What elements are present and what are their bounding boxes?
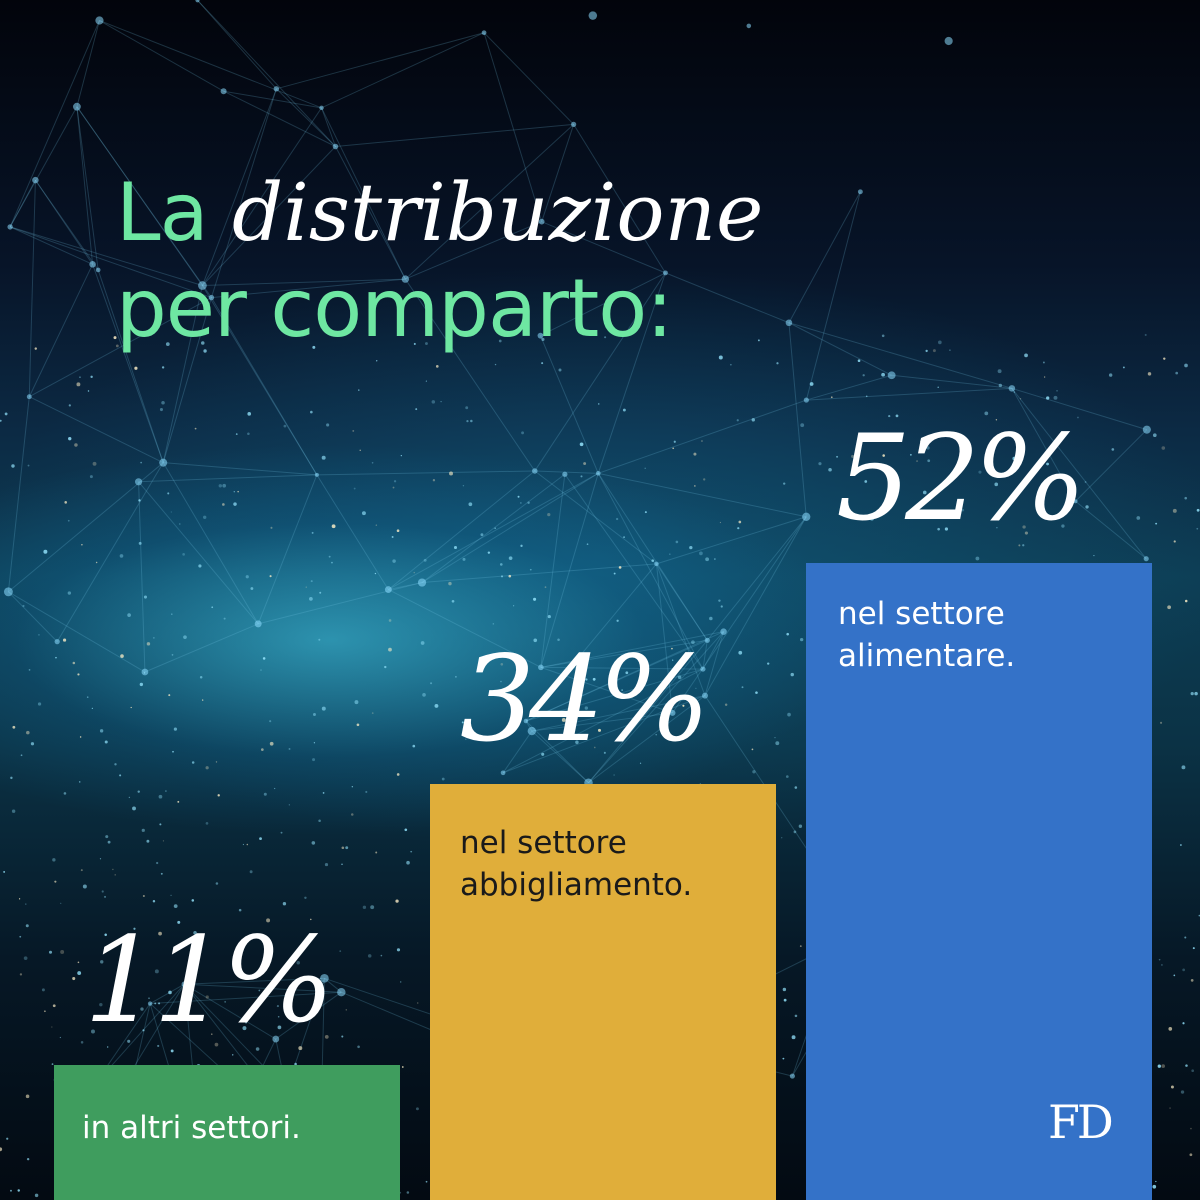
bar-value-label-1: 11%	[84, 911, 334, 1050]
bar-2	[430, 783, 776, 1200]
bar-description-line: in altri settori.	[82, 1110, 301, 1147]
bar-1	[54, 1065, 400, 1200]
fd-logo: FD	[1048, 1095, 1114, 1149]
title-line-2: per comparto:	[116, 262, 673, 355]
bar-description-3: nel settore alimentare.	[838, 593, 1015, 677]
bar-value-label-2: 34%	[460, 629, 710, 768]
title-plain: La	[116, 166, 209, 259]
bar-description-line: nel settore	[460, 824, 627, 861]
bar-value-label-3: 52%	[836, 409, 1086, 547]
bar-description-line: abbigliamento.	[460, 866, 693, 903]
bar-description-2: nel settore abbigliamento.	[460, 822, 692, 906]
title-emphasis: distribuzione	[232, 166, 764, 259]
bar-description-line: nel settore	[838, 596, 1005, 632]
page-title: La distribuzione per comparto:	[116, 165, 763, 357]
bar-description-1: in altri settori.	[82, 1107, 301, 1149]
bar-description-line: alimentare.	[838, 638, 1016, 674]
bar-3	[806, 563, 1152, 1200]
